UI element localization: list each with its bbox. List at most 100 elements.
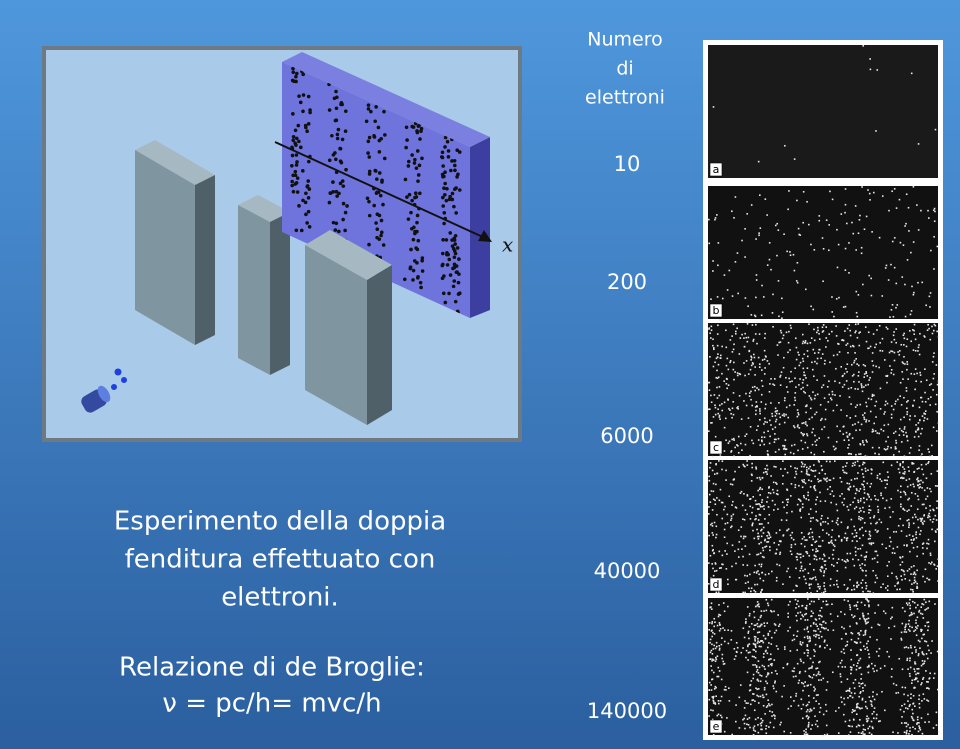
electron-dot [878, 509, 880, 511]
electron-dot [822, 529, 824, 531]
electron-dot [846, 462, 848, 464]
electron-dot [808, 722, 810, 724]
electron-dot [818, 545, 820, 547]
electron-dot [793, 425, 795, 427]
electron-dot [710, 709, 712, 711]
electron-dot [921, 282, 923, 284]
electron-dot [756, 695, 758, 697]
electron-dot [866, 718, 868, 720]
electron-dot [847, 343, 849, 345]
electron-dot [864, 648, 866, 650]
hit-dot [416, 179, 420, 183]
electron-dot [865, 555, 867, 557]
electron-dot [919, 419, 921, 421]
electron-dot [849, 330, 851, 332]
electron-dot [783, 413, 785, 415]
electron-dot [807, 447, 809, 449]
electron-dot [811, 544, 813, 546]
electron-dot [893, 316, 895, 318]
electron-dot [755, 297, 757, 299]
electron-dot [718, 242, 720, 244]
electron-dot [881, 480, 883, 482]
electron-dot [918, 668, 920, 670]
electron-dot [868, 331, 870, 333]
electron-dot [911, 682, 913, 684]
electron-dot [742, 518, 744, 520]
electron-dot [718, 645, 720, 647]
electron-dot [849, 396, 851, 398]
hit-dot [453, 255, 457, 259]
electron-dot [712, 549, 714, 551]
electron-dot [909, 730, 911, 732]
electron-dot [764, 468, 766, 470]
electron-dot [779, 376, 781, 378]
electron-dot [749, 717, 751, 719]
hit-dot [419, 129, 423, 133]
electron-dot [790, 325, 792, 327]
hit-dot [453, 187, 457, 191]
electron-dot [879, 519, 881, 521]
electron-dot [826, 600, 828, 602]
electron-dot [854, 352, 856, 354]
electron-dot [720, 715, 722, 717]
electron-dot [850, 486, 852, 488]
electron-dot [716, 534, 718, 536]
electron-dot [863, 634, 865, 636]
electron-dot [796, 468, 798, 470]
electron-dot [847, 678, 849, 680]
electron-dot [856, 532, 858, 534]
electron-dot [738, 452, 740, 454]
electron-dot [778, 625, 780, 627]
electron-dot [761, 394, 763, 396]
electron-dot [897, 582, 899, 584]
electron-dot [741, 418, 743, 420]
electron-dot [800, 362, 802, 364]
electron-dot [733, 217, 735, 219]
electron-dot [755, 410, 757, 412]
electron-dot [709, 408, 711, 410]
hit-dot [441, 164, 445, 168]
electron-dot [766, 473, 768, 475]
electron-dot [917, 481, 919, 483]
electron-dot [711, 621, 713, 623]
electron-dot [862, 535, 864, 537]
electron-dot [916, 634, 918, 636]
electron-dot [753, 538, 755, 540]
hit-dot [443, 193, 447, 197]
electron-dot [825, 409, 827, 411]
electron-dot [798, 705, 800, 707]
electron-dot [764, 518, 766, 520]
electron-dot [924, 368, 926, 370]
electron-dot [815, 623, 817, 625]
electron-dot [760, 530, 762, 532]
electron-dot [819, 536, 821, 538]
electron-dot [783, 685, 785, 687]
electron-dot [725, 686, 727, 688]
electron-dot [863, 618, 865, 620]
electron-dot [847, 537, 849, 539]
electron-dot [833, 478, 835, 480]
electron-dot [910, 647, 912, 649]
electron-dot [719, 405, 721, 407]
electron-dot [765, 198, 767, 200]
electron-dot [762, 359, 764, 361]
electron-dot [900, 709, 902, 711]
electron-dot [817, 496, 819, 498]
electron-dot [861, 469, 863, 471]
electron-dot [935, 568, 937, 570]
electron-dot [722, 627, 724, 629]
electron-dot [889, 545, 891, 547]
electron-dot [894, 626, 896, 628]
hit-dot [412, 238, 416, 242]
electron-dot [870, 700, 872, 702]
electron-dot [822, 237, 824, 239]
electron-dot [864, 373, 866, 375]
electron-dot [761, 401, 763, 403]
electron-dot [915, 531, 917, 533]
electron-dot [733, 438, 735, 440]
electron-dot [754, 374, 756, 376]
electron-dot [767, 450, 769, 452]
electron-dot [823, 478, 825, 480]
electron-dot [816, 439, 818, 441]
hit-dot [443, 145, 447, 149]
